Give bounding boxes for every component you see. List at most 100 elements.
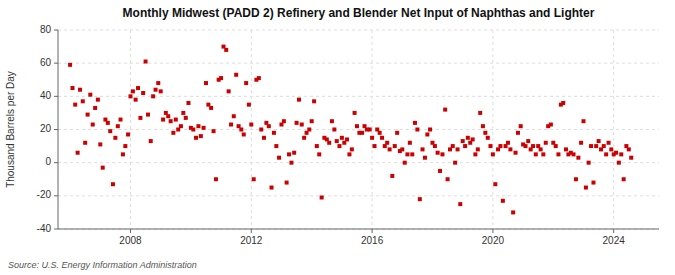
point bbox=[320, 195, 324, 199]
point bbox=[385, 141, 389, 145]
y-tick-label: 20 bbox=[40, 123, 52, 134]
y-tick-label: 80 bbox=[40, 24, 52, 35]
point bbox=[317, 152, 321, 156]
point bbox=[534, 152, 538, 156]
point bbox=[609, 147, 613, 151]
point bbox=[594, 144, 598, 148]
x-axis-line bbox=[58, 229, 659, 230]
y-tick-label: 40 bbox=[40, 90, 52, 101]
point bbox=[272, 131, 276, 135]
point bbox=[438, 169, 442, 173]
point bbox=[481, 124, 485, 128]
point bbox=[212, 129, 216, 133]
point bbox=[370, 136, 374, 140]
point bbox=[554, 144, 558, 148]
point bbox=[335, 139, 339, 143]
point bbox=[378, 131, 382, 135]
point bbox=[488, 144, 492, 148]
point bbox=[297, 98, 301, 102]
point bbox=[285, 181, 289, 185]
point bbox=[544, 141, 548, 145]
y-axis-label: Thousand Barrels per Day bbox=[5, 71, 16, 188]
point bbox=[591, 181, 595, 185]
point bbox=[224, 48, 228, 52]
point bbox=[209, 106, 213, 110]
point bbox=[368, 128, 372, 132]
point bbox=[174, 118, 178, 122]
point bbox=[579, 141, 583, 145]
point bbox=[466, 136, 470, 140]
point bbox=[282, 119, 286, 123]
y-grid-line bbox=[58, 63, 659, 64]
grid bbox=[58, 30, 659, 229]
point bbox=[78, 88, 82, 92]
point bbox=[119, 118, 123, 122]
point bbox=[619, 152, 623, 156]
point bbox=[347, 152, 351, 156]
point bbox=[214, 177, 218, 181]
point bbox=[257, 76, 261, 80]
point bbox=[541, 152, 545, 156]
point bbox=[234, 73, 238, 77]
point bbox=[461, 139, 465, 143]
chart: -40-2002040608020082012201620202024Month… bbox=[0, 0, 675, 275]
point bbox=[219, 76, 223, 80]
point bbox=[199, 134, 203, 138]
point bbox=[425, 132, 429, 136]
y-grid-line bbox=[58, 129, 659, 130]
point bbox=[393, 144, 397, 148]
point bbox=[471, 137, 475, 141]
point bbox=[242, 132, 246, 136]
point bbox=[345, 137, 349, 141]
point bbox=[576, 156, 580, 160]
point bbox=[91, 123, 95, 127]
point bbox=[126, 132, 130, 136]
point bbox=[607, 141, 611, 145]
point bbox=[151, 94, 155, 98]
point bbox=[403, 161, 407, 165]
point bbox=[410, 152, 414, 156]
point bbox=[138, 116, 142, 120]
point bbox=[627, 147, 631, 151]
x-grid-line bbox=[492, 30, 493, 229]
point bbox=[353, 111, 357, 115]
point bbox=[179, 124, 183, 128]
point bbox=[511, 210, 515, 214]
point bbox=[574, 177, 578, 181]
point bbox=[111, 182, 115, 186]
point bbox=[405, 152, 409, 156]
point bbox=[166, 114, 170, 118]
point bbox=[350, 147, 354, 151]
point bbox=[108, 129, 112, 133]
point bbox=[355, 124, 359, 128]
point bbox=[330, 119, 334, 123]
point bbox=[617, 161, 621, 165]
y-tick bbox=[54, 129, 58, 130]
point bbox=[101, 166, 105, 170]
point bbox=[629, 156, 633, 160]
point bbox=[443, 108, 447, 112]
point bbox=[498, 144, 502, 148]
point bbox=[144, 60, 148, 64]
point bbox=[277, 156, 281, 160]
point bbox=[506, 141, 510, 145]
point bbox=[549, 123, 553, 127]
x-tick bbox=[613, 229, 614, 233]
point bbox=[146, 113, 150, 117]
point bbox=[184, 116, 188, 120]
point bbox=[123, 144, 127, 148]
point bbox=[171, 131, 175, 135]
point bbox=[96, 98, 100, 102]
y-tick-label: -20 bbox=[37, 189, 52, 200]
axes: -40-2002040608020082012201620202024 bbox=[37, 24, 659, 246]
point bbox=[202, 126, 206, 130]
y-tick bbox=[54, 162, 58, 163]
point bbox=[453, 161, 457, 165]
point bbox=[478, 111, 482, 115]
point bbox=[508, 147, 512, 151]
point bbox=[232, 114, 236, 118]
point bbox=[337, 144, 341, 148]
point bbox=[413, 121, 417, 125]
point bbox=[229, 123, 233, 127]
point bbox=[267, 124, 271, 128]
